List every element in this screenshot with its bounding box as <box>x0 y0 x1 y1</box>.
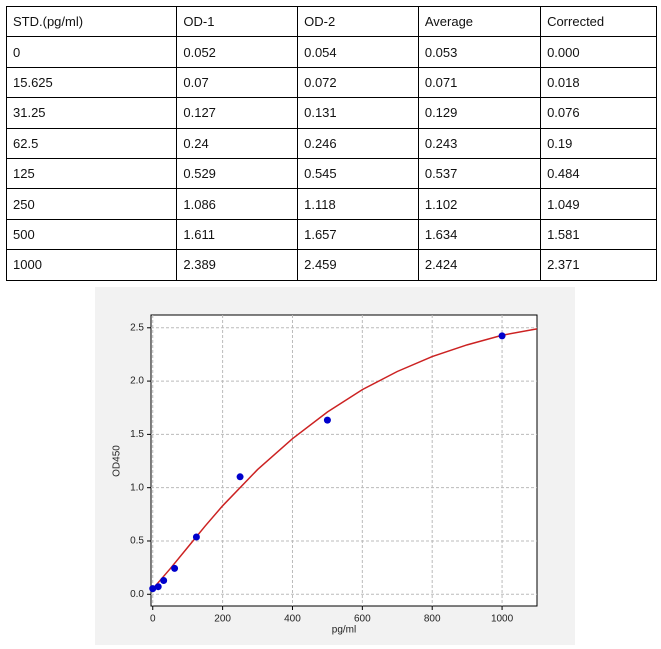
table-cell: 31.25 <box>5 97 178 129</box>
table-cell: 0.129 <box>417 97 542 129</box>
data-table: STD.(pg/ml) OD-1 OD-2 Average Corrected 0 0.05… <box>5 5 657 281</box>
x-tick-label: 800 <box>424 614 441 625</box>
table-cell: 0.018 <box>540 66 657 99</box>
table-cell: Average <box>417 5 542 38</box>
table-cell: 0.545 <box>297 157 419 190</box>
data-point <box>160 577 168 585</box>
table-cell: 1.118 <box>297 188 419 220</box>
table-cell: 125 <box>5 157 178 190</box>
table-cell: 1000 <box>5 249 178 281</box>
table-cell: OD-1 <box>176 5 299 38</box>
table-cell: 1.086 <box>176 188 299 220</box>
table-cell: 0.529 <box>176 157 299 190</box>
table-cell: 0.076 <box>540 97 657 129</box>
table-cell: 1.634 <box>417 218 542 251</box>
table-cell: 1.581 <box>540 218 657 251</box>
y-tick-label: 1.5 <box>130 429 144 440</box>
table-cell: 2.459 <box>297 249 419 281</box>
table-cell: 0.131 <box>297 97 419 129</box>
table-row: 250 1.086 1.118 1.102 1.049 <box>5 188 657 220</box>
table-cell: 0.246 <box>297 127 419 159</box>
x-axis-label: pg/ml <box>332 625 356 636</box>
y-tick-label: 0.0 <box>130 589 144 600</box>
table-cell: 0.19 <box>540 127 657 159</box>
data-point <box>498 332 506 340</box>
table-cell: 1.049 <box>540 188 657 220</box>
x-tick-label: 600 <box>354 614 371 625</box>
table-cell: 0.537 <box>417 157 542 190</box>
fit-curve <box>152 328 537 590</box>
table-cell: 500 <box>5 218 178 251</box>
y-tick-label: 2.0 <box>130 376 144 387</box>
data-point <box>192 533 200 541</box>
x-tick-label: 0 <box>150 614 156 625</box>
table-cell: 250 <box>5 188 178 220</box>
table-cell: 2.389 <box>176 249 299 281</box>
plot-area <box>150 314 538 607</box>
table-cell: 2.371 <box>540 249 657 281</box>
table-cell: 15.625 <box>5 66 178 99</box>
table-cell: 0.127 <box>176 97 299 129</box>
table-cell: 0.000 <box>540 36 657 68</box>
header-row: STD.(pg/ml) OD-1 OD-2 Average Corrected <box>5 5 657 38</box>
table-cell: Corrected <box>540 5 657 38</box>
table-row: 62.5 0.24 0.246 0.243 0.19 <box>5 127 657 159</box>
table-row: 15.625 0.07 0.072 0.071 0.018 <box>5 66 657 99</box>
table-cell: 2.424 <box>417 249 542 281</box>
x-tick-label: 1000 <box>491 614 514 625</box>
y-axis-label: OD450 <box>112 445 123 477</box>
table-cell: 0.071 <box>417 66 542 99</box>
table-row: 500 1.611 1.657 1.634 1.581 <box>5 218 657 251</box>
table-cell: 0.072 <box>297 66 419 99</box>
chart: pg/ml OD450 0 200 400 600 800 1000 0.0 0.5 1.0 1.… <box>95 287 575 645</box>
y-tick-label: 1.0 <box>130 482 144 493</box>
data-point <box>236 473 244 481</box>
table-row: 31.25 0.127 0.131 0.129 0.076 <box>5 97 657 129</box>
table-cell: 1.102 <box>417 188 542 220</box>
x-tick-label: 200 <box>214 614 231 625</box>
table-cell: 0.054 <box>297 36 419 68</box>
table-cell: 1.611 <box>176 218 299 251</box>
x-tick-label: 400 <box>284 614 301 625</box>
table-cell: 0.053 <box>417 36 542 68</box>
data-point <box>154 583 162 591</box>
table-row: 125 0.529 0.545 0.537 0.484 <box>5 157 657 190</box>
table-cell: 0.24 <box>176 127 299 159</box>
data-point <box>323 416 331 424</box>
data-point <box>149 585 157 593</box>
table-cell: OD-2 <box>297 5 419 38</box>
table-cell: 0.484 <box>540 157 657 190</box>
table-cell: 0.052 <box>176 36 299 68</box>
y-tick-label: 2.5 <box>130 322 144 333</box>
table-cell: 0 <box>5 36 178 68</box>
table-cell: 0.07 <box>176 66 299 99</box>
data-point <box>171 564 179 572</box>
table-cell: 0.243 <box>417 127 542 159</box>
table-row: 0 0.052 0.054 0.053 0.000 <box>5 36 657 68</box>
table-cell: 62.5 <box>5 127 178 159</box>
table-cell: STD.(pg/ml) <box>5 5 178 38</box>
table-row: 1000 2.389 2.459 2.424 2.371 <box>5 249 657 281</box>
y-tick-label: 0.5 <box>130 536 144 547</box>
table-cell: 1.657 <box>297 218 419 251</box>
